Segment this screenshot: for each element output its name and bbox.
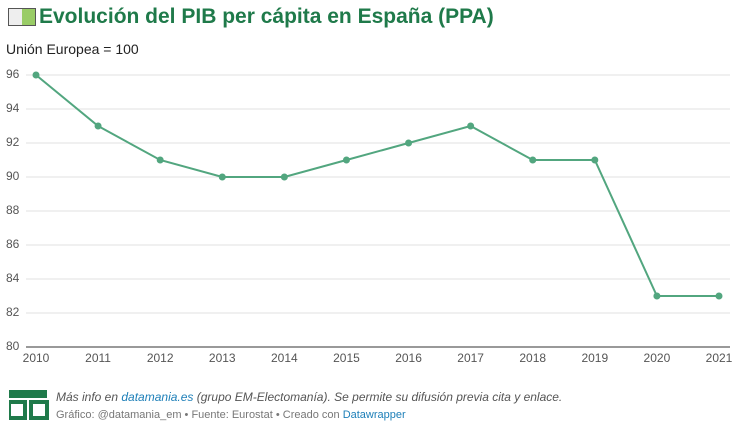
- y-tick-label: 86: [6, 237, 20, 251]
- point: [280, 173, 288, 181]
- y-tick-label: 94: [6, 101, 20, 115]
- y-tick-label: 92: [6, 135, 20, 149]
- y-tick-label: 84: [6, 271, 20, 285]
- point: [467, 122, 475, 130]
- credit: Gráfico: @datamania_em • Fuente: Eurosta…: [56, 406, 562, 424]
- credit-link[interactable]: Datawrapper: [342, 409, 406, 421]
- x-tick-label: 2018: [519, 351, 546, 365]
- point: [591, 156, 599, 164]
- x-tick-label: 2013: [209, 351, 236, 365]
- point: [218, 173, 226, 181]
- y-tick-label: 88: [6, 203, 20, 217]
- info-text: (grupo EM-Electomanía). Se permite su di…: [193, 390, 563, 404]
- y-tick-label: 82: [6, 305, 20, 319]
- point: [94, 122, 102, 130]
- x-tick-label: 2015: [333, 351, 360, 365]
- y-tick-label: 90: [6, 169, 20, 183]
- subtitle: Unión Europea = 100: [6, 41, 139, 57]
- info-link[interactable]: datamania.es: [121, 390, 194, 404]
- point: [653, 292, 661, 300]
- flag-icon: [8, 8, 36, 26]
- x-tick-label: 2020: [644, 351, 671, 365]
- x-tick-label: 2016: [395, 351, 422, 365]
- point: [529, 156, 537, 164]
- x-tick-label: 2021: [706, 351, 733, 365]
- y-tick-label: 80: [6, 339, 20, 353]
- x-tick-label: 2019: [581, 351, 608, 365]
- chart-title: Evolución del PIB per cápita en España (…: [39, 5, 494, 28]
- info: Más info en datamania.es (grupo EM-Elect…: [56, 388, 562, 406]
- point: [342, 156, 350, 164]
- point: [32, 71, 40, 79]
- x-tick-label: 2017: [457, 351, 484, 365]
- point: [715, 292, 723, 300]
- x-tick-label: 2014: [271, 351, 298, 365]
- logo: [9, 390, 49, 420]
- point: [405, 139, 413, 147]
- line: [35, 74, 719, 297]
- chart: 80 82 84 86 88 90 92 94 96 2010 2011 2012 2013 2014 20…: [6, 67, 733, 365]
- x-tick-label: 2011: [85, 351, 111, 365]
- x-tick-label: 2010: [23, 351, 50, 365]
- footer: Más info en datamania.es (grupo EM-Elect…: [56, 388, 562, 424]
- point: [156, 156, 164, 164]
- y-tick-label: 96: [6, 67, 20, 81]
- x-tick-label: 2012: [147, 351, 174, 365]
- title: Evolución del PIB per cápita en España (…: [8, 5, 494, 29]
- info-text: Más info en: [56, 390, 122, 404]
- credit-text: Gráfico: @datamania_em • Fuente: Eurosta…: [56, 409, 343, 421]
